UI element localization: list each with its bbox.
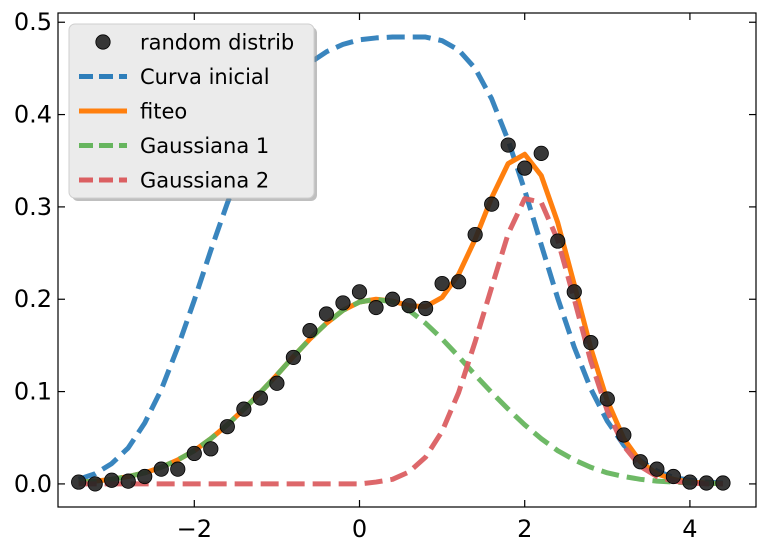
x-tick-label: 4 [682, 515, 697, 543]
data-point [104, 472, 120, 488]
plot-area [71, 34, 731, 492]
data-point [153, 461, 169, 477]
data-point [351, 284, 368, 300]
data-point [87, 476, 103, 492]
legend: random distrib Curva inicial fiteo Gaussian… [68, 23, 317, 201]
data-point [236, 401, 252, 417]
data-point [417, 300, 434, 317]
data-point [252, 390, 268, 406]
legend-marker-random-distrib [95, 34, 111, 50]
data-point [71, 474, 87, 490]
data-point [616, 427, 632, 443]
data-point [285, 349, 302, 366]
series-line-gaussiana-2 [78, 196, 723, 487]
data-point [467, 227, 483, 243]
data-point [451, 274, 467, 290]
series-line-curva-inicial [77, 34, 724, 486]
data-point [302, 323, 318, 339]
data-point [583, 335, 599, 351]
data-point [566, 284, 582, 300]
data-point [170, 461, 186, 477]
data-point [665, 468, 681, 485]
data-point [632, 454, 648, 470]
data-point [550, 233, 566, 249]
y-tick-label: 0.2 [14, 285, 52, 313]
legend-label: random distrib [140, 31, 294, 55]
data-point [715, 475, 731, 491]
data-point [318, 306, 335, 322]
y-tick-label: 0.1 [14, 378, 52, 406]
axes-frame [57, 12, 757, 508]
legend-label: Gaussiana 1 [140, 134, 269, 158]
data-point [698, 475, 715, 491]
data-point [384, 291, 401, 307]
data-point [484, 196, 500, 212]
data-point [649, 461, 665, 477]
data-point [269, 375, 285, 391]
data-point [368, 299, 384, 316]
legend-label: Curva inicial [140, 65, 270, 89]
data-point [203, 441, 219, 457]
data-point [137, 468, 153, 485]
data-point [120, 473, 136, 489]
data-point [599, 391, 615, 407]
x-tick-label: 2 [517, 515, 532, 543]
y-tick-label: 0.4 [14, 101, 52, 129]
legend-label: Gaussiana 2 [140, 169, 269, 193]
data-point [335, 295, 351, 311]
axes: −2 0 2 4 0.0 0.1 0.2 0.3 0.4 0.5 [14, 8, 757, 543]
data-point [682, 474, 698, 490]
series-line-gaussiana-1 [78, 296, 724, 487]
data-point [500, 137, 516, 153]
y-tick-label: 0.3 [14, 193, 52, 221]
data-point [401, 298, 417, 314]
x-tick-label: −2 [177, 515, 212, 543]
x-tick-label: 0 [352, 515, 367, 543]
data-point [533, 145, 549, 161]
legend-box [68, 23, 315, 199]
data-point [434, 275, 450, 292]
data-point [186, 445, 202, 462]
y-tick-label: 0.5 [14, 8, 52, 36]
data-point [219, 419, 235, 435]
y-tick-label: 0.0 [14, 470, 52, 498]
data-point [517, 160, 533, 176]
legend-label: fiteo [140, 100, 187, 124]
